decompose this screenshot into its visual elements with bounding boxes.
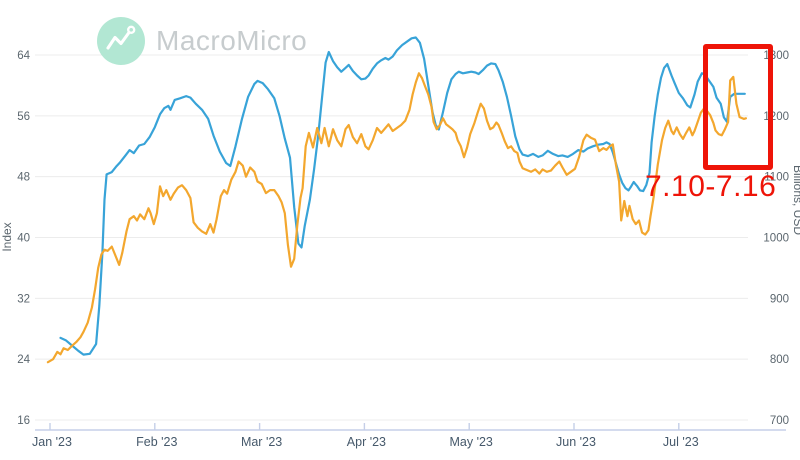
- date-range-annotation: 7.10-7.16: [645, 170, 777, 203]
- left-axis-title: Index: [0, 222, 14, 251]
- x-tick-label: Jan '23: [32, 435, 72, 449]
- x-tick-label: Feb '23: [136, 435, 177, 449]
- y-tick-label-left: 48: [17, 172, 30, 184]
- macromicro-logo-icon: [97, 17, 145, 65]
- x-axis: Jan '23 Feb '23 Mar '23 Apr '23 May '23 Jun '…: [32, 423, 786, 449]
- y-tick-label-left: 16: [17, 415, 30, 427]
- highlight-box: [703, 44, 773, 170]
- y-tick-label-left: 56: [17, 111, 30, 123]
- y-tick-label-right: 1000: [763, 233, 789, 245]
- y-tick-label-right: 1100: [764, 172, 789, 184]
- y-tick-label-left: 40: [17, 233, 30, 245]
- y-tick-label-left: 64: [17, 50, 30, 62]
- brand-name: MacroMicro: [156, 25, 308, 56]
- y-tick-label-right: 900: [770, 293, 789, 305]
- brand-watermark: MacroMicro: [96, 16, 307, 66]
- y-tick-label-left: 32: [17, 293, 30, 305]
- x-tick-label: May '23: [450, 435, 493, 449]
- x-tick-label: Apr '23: [347, 435, 386, 449]
- x-tick-label: Jun '23: [556, 435, 596, 449]
- x-tick-label: Mar '23: [241, 435, 282, 449]
- y-tick-label-right: 800: [770, 354, 789, 366]
- x-tick-label: Jul '23: [663, 435, 699, 449]
- y-tick-label-right: 700: [770, 415, 789, 427]
- usd-series-line: [46, 72, 748, 364]
- y-tick-label-left: 24: [17, 354, 30, 366]
- right-axis-title: Billions, USD: [791, 165, 800, 235]
